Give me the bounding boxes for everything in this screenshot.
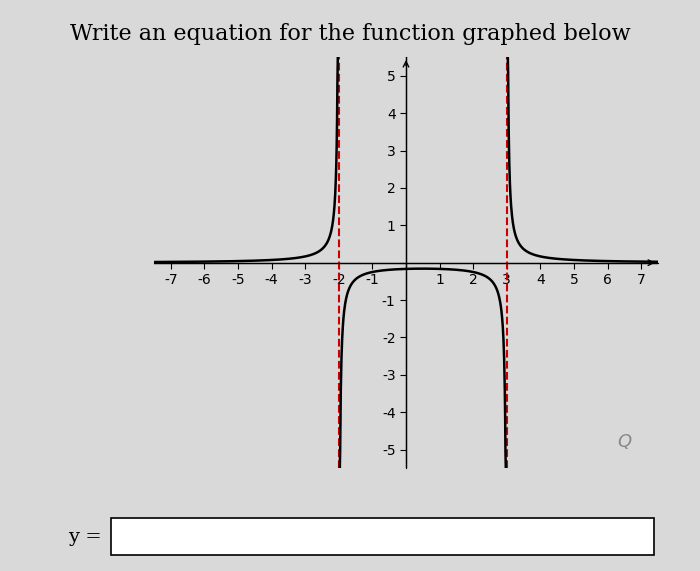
FancyBboxPatch shape: [111, 518, 654, 555]
Text: y =: y =: [69, 528, 102, 546]
Text: Write an equation for the function graphed below: Write an equation for the function graph…: [70, 23, 630, 45]
Text: Q: Q: [617, 433, 631, 451]
